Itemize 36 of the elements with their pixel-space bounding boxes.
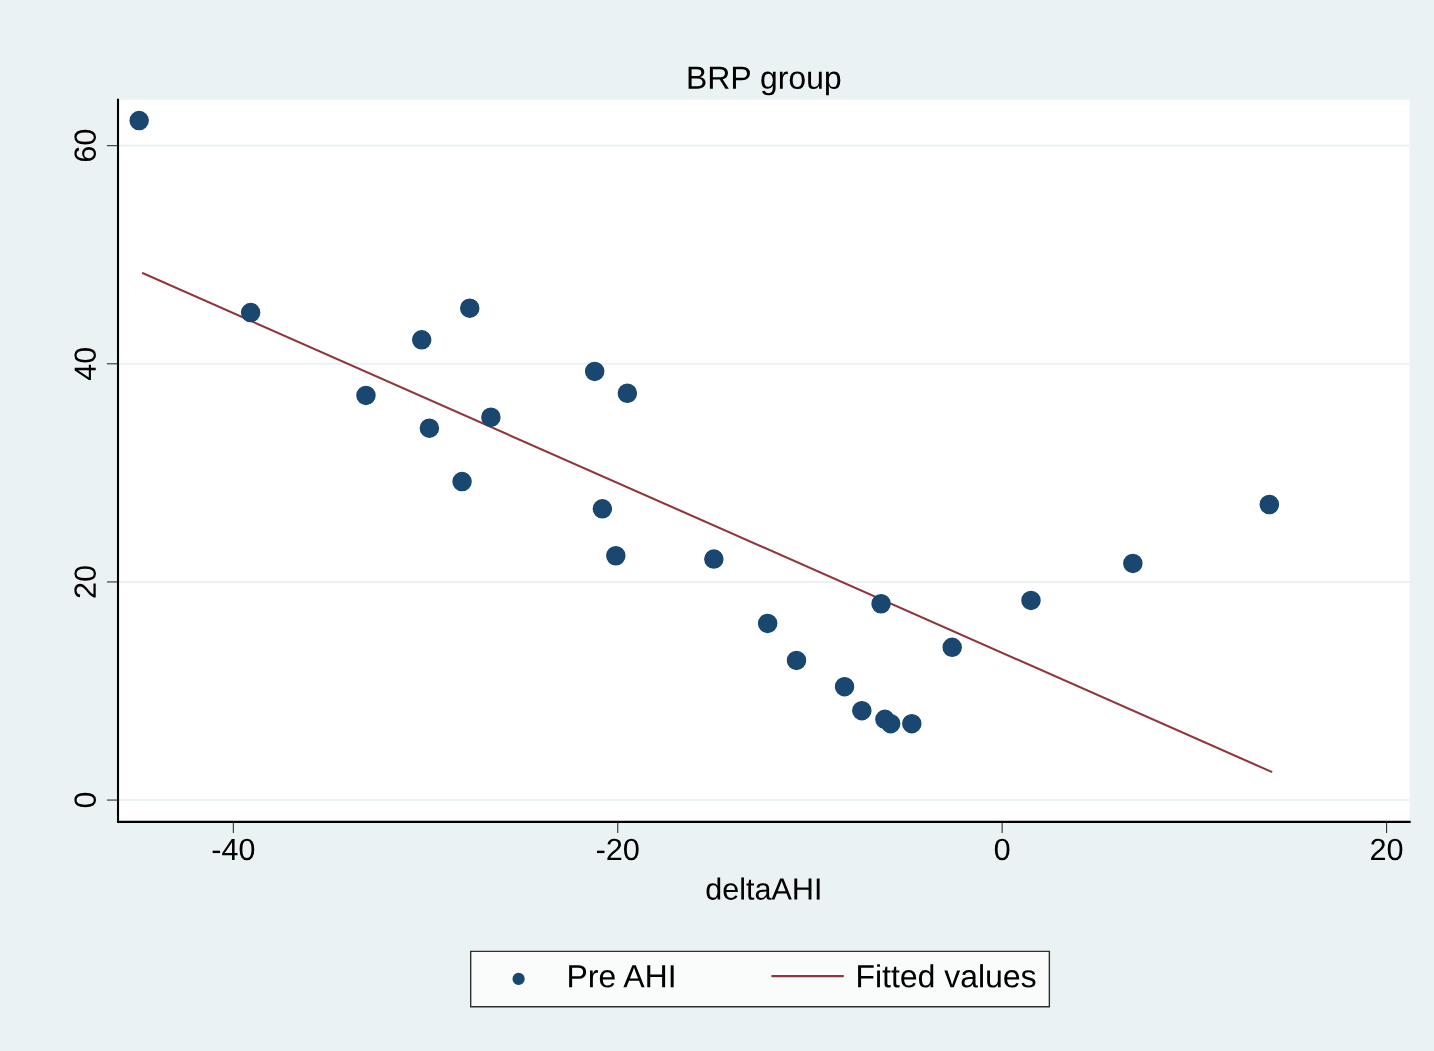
- point: [1123, 553, 1143, 574]
- point: [419, 418, 440, 438]
- point: [356, 385, 376, 406]
- point: [704, 549, 724, 569]
- point: [902, 713, 922, 734]
- point: [592, 499, 613, 519]
- x-axis-title: deltaAHI: [706, 877, 820, 900]
- point: [481, 407, 501, 427]
- point: [129, 110, 149, 131]
- point: [452, 471, 472, 492]
- legend-label: Fitted values: [858, 964, 1036, 988]
- point: [880, 713, 901, 734]
- point: [606, 546, 626, 566]
- point: [584, 361, 605, 382]
- point: [834, 676, 855, 697]
- point: [1021, 590, 1041, 611]
- y-tick-label: 40: [74, 347, 97, 381]
- x-tick-label: -40: [212, 838, 255, 861]
- point: [942, 637, 962, 658]
- point: [852, 700, 872, 721]
- chart-title: BRP group: [688, 66, 841, 96]
- point: [411, 330, 432, 350]
- y-tick-label: 0: [74, 792, 97, 808]
- point: [871, 593, 891, 614]
- point: [1259, 494, 1280, 515]
- x-tick-label: 0: [994, 838, 1010, 861]
- y-tick-label: 20: [74, 566, 97, 598]
- x-tick-label: 20: [1371, 838, 1403, 861]
- x-tick-label: -20: [597, 838, 639, 861]
- y-tick-label: 60: [74, 129, 97, 162]
- point: [460, 298, 480, 318]
- point: [757, 613, 778, 634]
- point: [240, 302, 261, 323]
- point: [786, 650, 807, 671]
- legend-label: Pre AHI: [569, 965, 674, 988]
- point: [617, 383, 638, 403]
